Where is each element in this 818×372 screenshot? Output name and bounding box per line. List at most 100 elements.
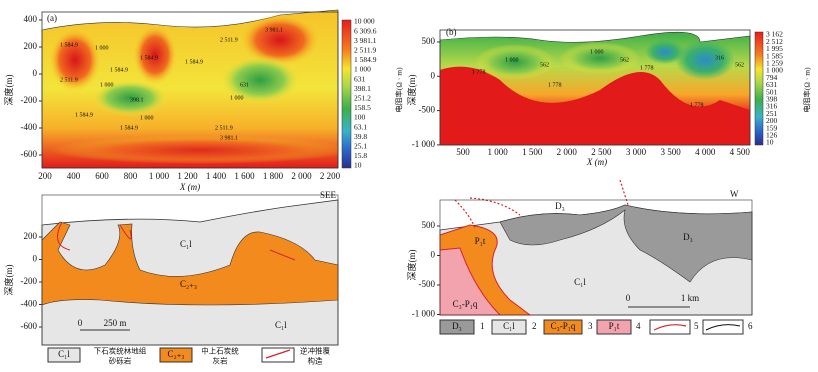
unit-label: P₁t: [475, 236, 486, 246]
contour-label: 1 778: [548, 82, 562, 88]
y-tick-label: -400: [21, 299, 38, 309]
colorbar-label: 316: [766, 102, 778, 111]
scale-label: 0: [78, 318, 83, 328]
contour-label: 1 000: [590, 49, 604, 55]
colorbar-label: 39.8: [354, 132, 367, 141]
colorbar-title: 电阻率(Ω · m): [802, 67, 812, 113]
legend-text: 中上石炭统: [201, 346, 239, 356]
y-tick-label: 500: [422, 220, 436, 230]
geology-section-a: [41, 194, 339, 346]
contour-label: 1 000: [95, 45, 109, 51]
colorbar-label: 63.1: [354, 122, 367, 131]
x-axis-label: X (m): [179, 182, 200, 192]
legend-number: 4: [636, 321, 641, 331]
y-tick-label: -500: [419, 279, 436, 289]
contour-label: 1 584.9: [120, 125, 138, 131]
legend-symbol: C₁l: [58, 349, 70, 359]
legend-symbol: C₂₊₃: [167, 349, 184, 359]
y-tick-label: -500: [419, 105, 436, 115]
x-tick-label: 4 000: [695, 147, 716, 157]
scale-label: 1 km: [681, 293, 699, 303]
unit-label: C₁l: [180, 239, 192, 249]
colorbar-label: 794: [766, 73, 778, 82]
colorbar-label: 631: [766, 80, 778, 89]
y-axis-label: 深度(m): [3, 265, 14, 296]
x-tick-label: 200: [38, 171, 52, 181]
colorbar-label: 501: [766, 87, 778, 96]
y-tick-label: 0: [33, 254, 38, 264]
colorbar-label: 631: [354, 74, 366, 83]
y-tick-label: 400: [24, 14, 38, 24]
x-tick-label: 1 000: [149, 171, 170, 181]
colorbar-label: 1 584.9: [354, 55, 377, 64]
x-tick-label: 3 500: [660, 147, 681, 157]
y-axis-label: 深度(m): [406, 250, 417, 281]
y-tick-label: 0: [431, 250, 436, 260]
x-tick-label: 2 000: [557, 147, 578, 157]
x-tick-label: 500: [456, 147, 470, 157]
contour-label: 1 000: [505, 57, 519, 63]
y-tick-label: -200: [21, 95, 38, 105]
legend-symbol: C₁l: [503, 321, 515, 331]
contour-label: 1 000: [230, 95, 244, 101]
colorbar-label: 25.1: [354, 142, 367, 151]
legend-a: [47, 347, 295, 363]
colorbar-label: 126: [766, 131, 778, 140]
legend-number: 2: [532, 321, 537, 331]
x-tick-label: 1 000: [487, 147, 508, 157]
y-axis-label: 深度(m): [3, 75, 14, 106]
colorbar-label: 398: [766, 95, 778, 104]
scale-label: 250 m: [104, 318, 127, 328]
resistivity-section-b: [439, 29, 751, 146]
colorbar-label: 1 000: [354, 65, 371, 74]
colorbar-label: 2 511.9: [354, 46, 376, 55]
contour-label: 3 981.1: [265, 27, 283, 33]
x-tick-label: 1 500: [522, 147, 543, 157]
legend-text: 灰岩: [213, 356, 228, 366]
contour-label: 1 000: [100, 82, 114, 88]
colorbar-b: [754, 31, 764, 146]
y-tick-label: -600: [21, 321, 38, 331]
colorbar-label: 1 585: [766, 51, 783, 60]
x-tick-label: 2 500: [591, 147, 612, 157]
contour-label: 1 778: [472, 69, 486, 75]
contour-label: 631: [240, 82, 249, 88]
colorbar-label: 10 000: [354, 17, 375, 26]
colorbar-label: 398.1: [354, 84, 371, 93]
legend-text: 逆冲推覆: [300, 346, 330, 356]
x-tick-label: 400: [67, 171, 81, 181]
x-tick-label: 4 500: [730, 147, 751, 157]
colorbar-label: 15.8: [354, 151, 367, 160]
colorbar-label: 2 512: [766, 37, 783, 46]
colorbar-label: 100: [354, 113, 366, 122]
contour-label: 1 584.9: [60, 42, 78, 48]
legend-text: 砂砾岩: [109, 356, 132, 366]
unit-label: C₂₊₃: [180, 279, 197, 289]
x-tick-label: 1 600: [234, 171, 255, 181]
y-tick-label: 200: [24, 41, 38, 51]
colorbar-label: 159: [766, 123, 778, 132]
colorbar-label: 3 981.1: [354, 36, 377, 45]
x-tick-label: 2 200: [320, 171, 341, 181]
y-tick-label: -400: [21, 122, 38, 132]
y-tick-label: 0: [431, 70, 436, 80]
colorbar-label: 10: [766, 138, 774, 147]
x-tick-label: 3 000: [626, 147, 647, 157]
contour-label: 562: [735, 62, 744, 68]
contour-label: 3 981.1: [220, 135, 238, 141]
colorbar-label: 251.2: [354, 94, 371, 103]
unit-label: D₃: [683, 232, 693, 242]
contour-label: 2 511.9: [215, 125, 233, 131]
x-tick-label: 600: [95, 171, 109, 181]
colorbar-title: 电阻率(Ω · m): [394, 67, 404, 113]
legend-number: 5: [694, 321, 699, 331]
contour-label: 1 584.9: [75, 112, 93, 118]
direction-label: W: [730, 189, 739, 199]
x-tick-label: 800: [124, 171, 138, 181]
y-tick-label: -1 000: [412, 309, 436, 319]
colorbar-label: 1 259: [766, 59, 783, 68]
unit-label: C₁l: [574, 277, 586, 287]
resistivity-section-a: [41, 9, 350, 169]
direction-label: SEE: [320, 190, 337, 200]
